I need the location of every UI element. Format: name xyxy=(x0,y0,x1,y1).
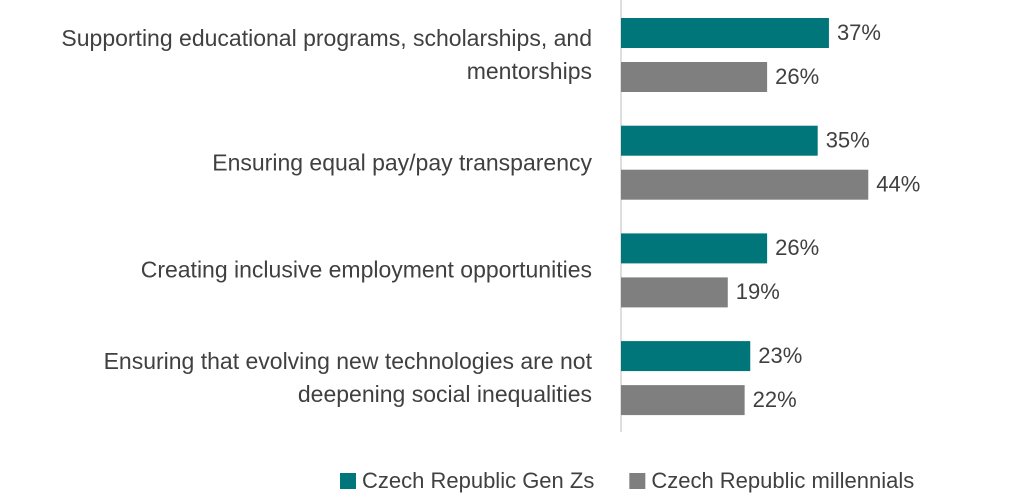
category-label: Creating inclusive employment opportunit… xyxy=(140,256,592,283)
bar xyxy=(621,385,745,416)
value-label: 23% xyxy=(758,343,802,368)
bar xyxy=(621,62,768,92)
value-label: 37% xyxy=(837,20,881,45)
legend-label: Czech Republic millennials xyxy=(651,468,914,493)
legend-swatch xyxy=(629,473,646,489)
bar xyxy=(621,341,751,372)
category-label: Ensuring that evolving new technologies … xyxy=(103,348,592,408)
bar xyxy=(621,233,768,264)
bar xyxy=(621,125,818,156)
bar xyxy=(621,277,728,308)
legend-swatch xyxy=(340,473,356,489)
bar xyxy=(621,169,869,200)
value-label: 26% xyxy=(775,64,819,89)
category-label: Supporting educational programs, scholar… xyxy=(61,25,592,84)
value-label: 44% xyxy=(876,172,920,197)
value-label: 35% xyxy=(826,128,870,153)
value-label: 22% xyxy=(753,387,797,412)
bar xyxy=(621,18,829,48)
value-label: 26% xyxy=(775,235,819,260)
value-label: 19% xyxy=(736,279,780,304)
legend-label: Czech Republic Gen Zs xyxy=(362,468,594,493)
category-label: Ensuring equal pay/pay transparency xyxy=(212,149,592,176)
